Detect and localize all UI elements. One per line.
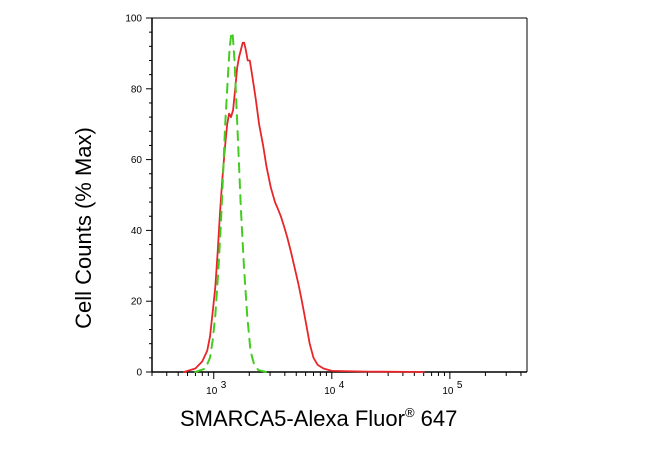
x-tick-exponent: 5 xyxy=(457,380,463,391)
y-tick-label: 60 xyxy=(131,155,143,166)
y-tick-label: 20 xyxy=(131,297,143,308)
y-tick-label: 100 xyxy=(125,14,142,25)
control-histogram-line xyxy=(194,31,268,373)
registered-mark: ® xyxy=(404,405,415,420)
x-tick-exponent: 4 xyxy=(339,380,345,391)
axes xyxy=(151,17,528,373)
y-axis-title: Cell Counts (% Max) xyxy=(71,127,96,329)
y-tick-label: 40 xyxy=(131,226,143,237)
y-tick-label: 0 xyxy=(136,368,142,379)
y-tick-label: 80 xyxy=(131,84,143,95)
plot-area xyxy=(183,31,425,373)
x-axis-title: SMARCA5-Alexa Fluor® 647 xyxy=(180,405,457,432)
x-tick-exponent: 3 xyxy=(221,380,227,391)
x-tick-label: 10 xyxy=(206,386,218,397)
sample-histogram-line xyxy=(183,41,425,373)
x-axis-title-text: SMARCA5-Alexa Fluor xyxy=(180,406,405,431)
x-axis-title-suffix: 647 xyxy=(414,406,458,431)
y-axis: 0 20 40 60 80 100 xyxy=(125,14,152,379)
x-tick-label: 10 xyxy=(324,386,336,397)
x-tick-label: 10 xyxy=(442,386,454,397)
